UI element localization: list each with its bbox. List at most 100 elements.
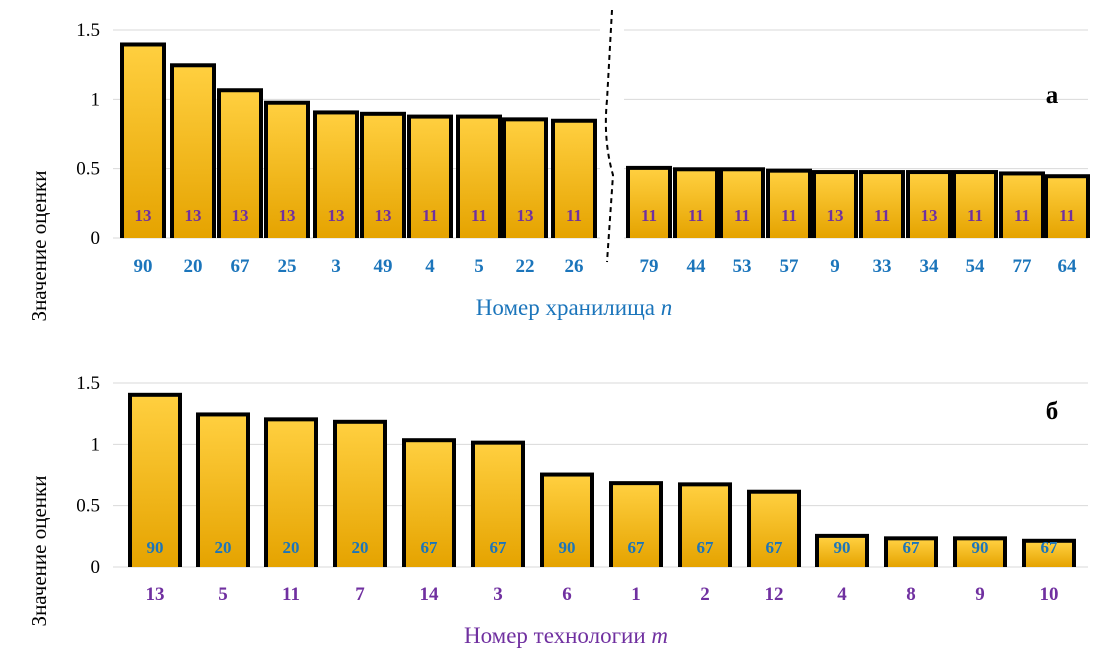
x-category-label: 10 bbox=[1040, 584, 1059, 605]
bar-data-label: 67 bbox=[490, 538, 508, 557]
panel-a: 00.511.5 Значение оценки 13 13 13 13 13 13 11 1… bbox=[27, 9, 1090, 322]
bar-data-label: 20 bbox=[352, 538, 369, 557]
bar-data-label: 13 bbox=[517, 206, 534, 225]
bar-data-label: 90 bbox=[972, 538, 989, 557]
x-category-label: 5 bbox=[218, 584, 228, 605]
x-category-label: 1 bbox=[631, 584, 641, 605]
bar-data-label: 11 bbox=[566, 206, 582, 225]
x-axis-title-b-var: m bbox=[651, 623, 668, 648]
bar-data-label: 13 bbox=[185, 206, 202, 225]
x-category-label: 90 bbox=[134, 256, 153, 277]
x-categories-b: 13 5 11 7 14 3 6 1 2 12 4 8 9 10 bbox=[146, 584, 1059, 605]
y-ticks-b: 0 0.5 1 1.5 bbox=[76, 373, 100, 578]
y-tick-label: 1.5 bbox=[76, 20, 100, 41]
bar-fill bbox=[1003, 175, 1041, 238]
bar-fill bbox=[863, 174, 901, 238]
bar-fill bbox=[460, 118, 498, 238]
bar-fill bbox=[770, 172, 808, 238]
x-category-label: 8 bbox=[906, 584, 916, 605]
x-category-label: 53 bbox=[733, 256, 752, 277]
bar-data-label: 13 bbox=[232, 206, 249, 225]
x-category-label: 4 bbox=[837, 584, 847, 605]
x-category-label: 67 bbox=[231, 256, 251, 277]
x-axis-title-b: Номер технологии m bbox=[464, 623, 668, 648]
bar-data-label: 13 bbox=[135, 206, 152, 225]
x-categories-a: 90 20 67 25 3 49 4 5 22 26 79 44 53 57 9 33 34 54 77 64 bbox=[134, 256, 1078, 277]
x-category-label: 11 bbox=[282, 584, 300, 605]
bar-data-label: 13 bbox=[921, 206, 938, 225]
bar-data-label: 11 bbox=[1014, 206, 1030, 225]
bar-fill bbox=[475, 444, 521, 567]
x-category-label: 12 bbox=[765, 584, 784, 605]
y-tick-label: 1 bbox=[91, 434, 101, 455]
bar-data-label: 67 bbox=[697, 538, 715, 557]
bar-data-label: 13 bbox=[328, 206, 345, 225]
bar-fill bbox=[406, 442, 452, 567]
panel-b: 00.511.5 Значение оценки 90 20 20 20 67 67 90 6… bbox=[27, 373, 1088, 648]
x-category-label: 22 bbox=[516, 256, 535, 277]
x-axis-title-a-text: Номер хранилища bbox=[476, 295, 655, 320]
bar-data-label: 11 bbox=[734, 206, 750, 225]
bar-data-label: 90 bbox=[147, 538, 164, 557]
bar-fill bbox=[956, 174, 994, 238]
bar-data-label: 11 bbox=[967, 206, 983, 225]
x-category-label: 64 bbox=[1058, 256, 1078, 277]
bar-data-label: 67 bbox=[1041, 538, 1059, 557]
y-tick-label: 1 bbox=[91, 89, 101, 110]
x-category-label: 4 bbox=[425, 256, 435, 277]
bar-fill bbox=[200, 416, 246, 567]
x-category-label: 49 bbox=[374, 256, 393, 277]
x-category-label: 79 bbox=[640, 256, 659, 277]
bar-fill bbox=[506, 121, 544, 238]
bar-data-label: 11 bbox=[471, 206, 487, 225]
bar-fill bbox=[268, 421, 314, 567]
y-tick-label: 0.5 bbox=[76, 159, 100, 180]
bar-data-label: 13 bbox=[827, 206, 844, 225]
x-axis-title-b-text: Номер технологии bbox=[464, 623, 646, 648]
panel-label-b: б bbox=[1046, 398, 1059, 425]
x-category-label: 77 bbox=[1013, 256, 1033, 277]
panel-label-a: а bbox=[1046, 82, 1059, 109]
bar-fill bbox=[613, 485, 659, 567]
bar-fill bbox=[630, 169, 668, 238]
x-category-label: 7 bbox=[355, 584, 365, 605]
x-category-label: 2 bbox=[700, 584, 710, 605]
bar-fill bbox=[957, 540, 1003, 567]
x-axis-title-a-var: n bbox=[661, 295, 673, 320]
bars-a: 13 13 13 13 13 13 11 11 13 11 11 11 11 11 13 11 13 11 11 11 bbox=[120, 42, 1090, 239]
bar-data-label: 11 bbox=[874, 206, 890, 225]
y-axis-label-b: Значение оценки bbox=[27, 476, 51, 627]
x-category-label: 14 bbox=[420, 584, 440, 605]
y-axis-label-a: Значение оценки bbox=[27, 171, 51, 322]
x-category-label: 33 bbox=[873, 256, 892, 277]
x-category-label: 26 bbox=[565, 256, 584, 277]
bar-data-label: 67 bbox=[628, 538, 646, 557]
bar-data-label: 20 bbox=[283, 538, 300, 557]
bar-data-label: 67 bbox=[903, 538, 921, 557]
bar-fill bbox=[337, 423, 383, 567]
x-category-label: 44 bbox=[687, 256, 707, 277]
y-ticks-a: 0 0.5 1 1.5 bbox=[76, 20, 100, 249]
x-category-label: 3 bbox=[331, 256, 341, 277]
bar-fill bbox=[124, 46, 162, 239]
x-category-label: 34 bbox=[920, 256, 940, 277]
x-category-label: 5 bbox=[474, 256, 484, 277]
bar-fill bbox=[268, 104, 306, 238]
axis-break-mark bbox=[604, 9, 615, 263]
gridlines-b bbox=[113, 382, 1088, 568]
x-category-label: 3 bbox=[493, 584, 503, 605]
bars-b: 90 20 20 20 67 67 90 67 67 67 90 67 90 67 bbox=[128, 392, 1076, 567]
bar-data-label: 13 bbox=[375, 206, 392, 225]
bar-data-label: 67 bbox=[421, 538, 439, 557]
bar-fill bbox=[411, 118, 449, 238]
bar-fill bbox=[677, 171, 715, 238]
bar-fill bbox=[682, 486, 728, 567]
x-category-label: 6 bbox=[562, 584, 572, 605]
bar-data-label: 11 bbox=[781, 206, 797, 225]
bar-data-label: 13 bbox=[279, 206, 296, 225]
bar-fill bbox=[819, 537, 865, 567]
bar-fill bbox=[888, 540, 934, 567]
bar-data-label: 11 bbox=[688, 206, 704, 225]
bar-fill bbox=[1048, 178, 1086, 238]
